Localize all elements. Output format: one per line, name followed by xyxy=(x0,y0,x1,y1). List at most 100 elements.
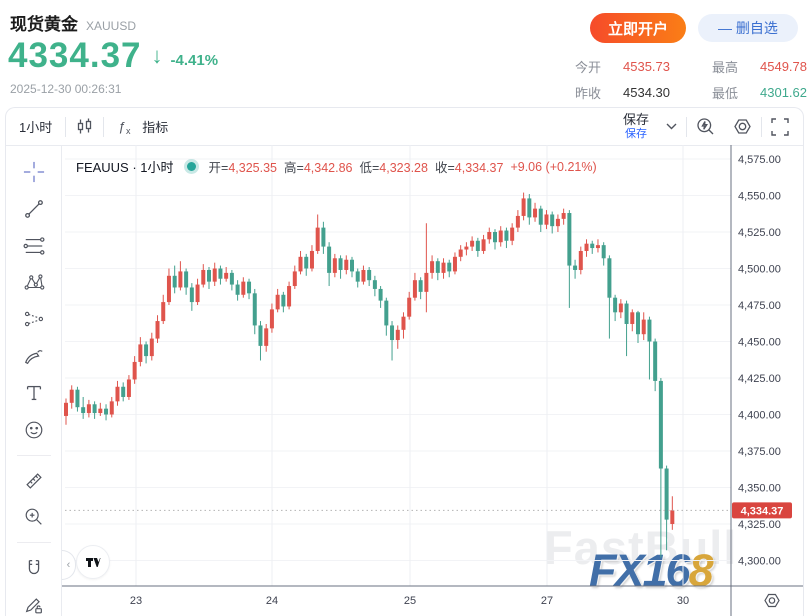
tradingview-logo[interactable] xyxy=(76,545,110,579)
toolbar-right: 保存 保存 xyxy=(615,108,803,145)
xabcd-pattern-icon xyxy=(24,274,44,290)
stat-value: 4535.73 xyxy=(623,59,670,74)
close-label: 收= xyxy=(434,161,455,175)
svg-text:4,325.00: 4,325.00 xyxy=(738,519,781,531)
fib-retracement-tool[interactable] xyxy=(21,234,47,258)
stat-value: 4549.78 xyxy=(760,59,807,74)
low-value: 4,323.28 xyxy=(379,161,428,175)
symbol-title-row: 现货黄金 XAUUSD xyxy=(10,10,136,35)
trend-line-tool[interactable] xyxy=(21,197,47,221)
change-percent: -4.41% xyxy=(170,51,219,69)
fullscreen-icon xyxy=(771,117,789,136)
symbol-name: 现货黄金 xyxy=(10,15,78,34)
emoji-tool[interactable] xyxy=(21,418,47,442)
zoom-in-tool[interactable] xyxy=(21,505,47,529)
open-account-button[interactable]: 立即开户 xyxy=(590,13,686,43)
forecast-icon xyxy=(24,311,43,327)
toolbar-divider xyxy=(16,542,51,544)
xabcd-pattern-tool[interactable] xyxy=(21,270,47,294)
chart-settings-button[interactable] xyxy=(724,108,761,145)
low-label: 低= xyxy=(359,161,380,175)
down-arrow-icon: ↓ xyxy=(151,43,163,68)
open-value: 4,325.35 xyxy=(228,161,277,175)
zoom-in-icon xyxy=(25,508,42,526)
text-tool[interactable] xyxy=(21,381,47,405)
stat-label: 今开 xyxy=(575,60,602,75)
chart-toolbar: 1小时 ƒ x 指标 保 xyxy=(6,108,803,146)
stat-label: 最低 xyxy=(712,86,739,101)
stat-label: 昨收 xyxy=(575,86,602,101)
series-status-dot xyxy=(186,162,196,171)
svg-text:4,475.00: 4,475.00 xyxy=(738,300,781,312)
chart-widget: 1小时 ƒ x 指标 保 xyxy=(5,107,804,616)
svg-text:ƒ: ƒ xyxy=(118,119,125,134)
toolbar-divider xyxy=(16,454,51,456)
ruler-icon xyxy=(25,472,42,489)
price-axis[interactable]: 4,575.00 4,550.00 4,525.00 4,500.00 4,475.00… xyxy=(738,154,781,568)
time-axis[interactable]: 23 24 25 27 30 xyxy=(130,595,689,607)
stat-prev-close: 昨收 4534.30 xyxy=(575,83,670,102)
stat-label: 最高 xyxy=(712,60,739,75)
high-value: 4,342.86 xyxy=(303,161,353,175)
text-tool-icon xyxy=(26,385,41,400)
toolbar-divider xyxy=(103,116,105,137)
measure-tool[interactable] xyxy=(21,469,47,493)
remove-watchlist-button[interactable]: — 删自选 xyxy=(698,14,798,42)
fx168-logo-text: FX16 xyxy=(589,545,691,596)
chart-style-button[interactable] xyxy=(66,108,103,145)
crosshair-tool[interactable] xyxy=(21,160,47,184)
interval-selector[interactable]: 1小时 xyxy=(6,108,65,145)
svg-text:x: x xyxy=(126,126,131,135)
svg-text:23: 23 xyxy=(130,595,142,607)
save-button[interactable]: 保存 保存 xyxy=(615,111,657,140)
toolbar-divider xyxy=(686,116,687,137)
stats-column-left: 今开 4535.73 昨收 4534.30 xyxy=(575,57,670,102)
axis-settings-icon[interactable] xyxy=(764,593,780,608)
svg-text:30: 30 xyxy=(677,595,689,607)
toolbar-divider xyxy=(761,116,762,137)
svg-text:4,375.00: 4,375.00 xyxy=(738,446,781,458)
interval-label: 1小时 xyxy=(19,120,53,135)
save-label: 保存 xyxy=(622,111,649,127)
save-hint-link[interactable]: 保存 xyxy=(624,127,647,140)
emoji-icon xyxy=(25,421,42,439)
svg-text:4,425.00: 4,425.00 xyxy=(738,373,781,385)
svg-text:4,450.00: 4,450.00 xyxy=(738,337,781,349)
stat-value: 4534.30 xyxy=(623,85,670,100)
save-menu-button[interactable] xyxy=(657,108,686,145)
fx-icon: ƒ x xyxy=(118,119,131,135)
svg-text:27: 27 xyxy=(541,595,553,607)
legend-series-title[interactable]: FEAUUS · 1小时 xyxy=(76,160,174,175)
brush-icon xyxy=(24,350,43,365)
fx168-logo-digit: 8 xyxy=(688,545,714,596)
pencil-lock-icon xyxy=(25,598,42,614)
chart-legend[interactable]: FEAUUS · 1小时 开=4,325.35 高=4,342.86 低=4,3… xyxy=(76,157,597,176)
fx168-logo: FX168 xyxy=(589,545,714,597)
svg-text:4,300.00: 4,300.00 xyxy=(738,556,781,568)
fastbull-watermark: FastBull xyxy=(544,521,738,574)
svg-text:4,350.00: 4,350.00 xyxy=(738,483,781,495)
fib-lines-icon xyxy=(23,236,44,255)
indicators-button[interactable]: ƒ x 指标 xyxy=(104,108,181,145)
open-label: 开= xyxy=(208,161,229,175)
fullscreen-button[interactable] xyxy=(762,108,803,145)
magnet-tool[interactable] xyxy=(21,556,47,580)
stat-value: 4301.62 xyxy=(760,85,807,100)
forecast-tool[interactable] xyxy=(21,307,47,331)
last-price: 4334.37 xyxy=(8,36,142,75)
brush-tool[interactable] xyxy=(21,344,47,368)
snapshot-button[interactable] xyxy=(687,108,724,145)
drawing-lock-tool[interactable] xyxy=(21,593,47,616)
stat-high: 最高 4549.78 xyxy=(712,57,807,76)
svg-text:25: 25 xyxy=(404,595,416,607)
crosshair-icon xyxy=(23,161,44,182)
chart-grid xyxy=(65,145,731,586)
symbol-code: XAUUSD xyxy=(86,19,137,33)
svg-text:4,525.00: 4,525.00 xyxy=(738,227,781,239)
magnet-icon xyxy=(28,560,39,575)
quote-timestamp: 2025-12-30 00:26:31 xyxy=(10,82,122,96)
svg-text:24: 24 xyxy=(266,595,278,607)
svg-text:4,500.00: 4,500.00 xyxy=(738,264,781,276)
price-badge: 4,334.37 xyxy=(732,502,792,519)
